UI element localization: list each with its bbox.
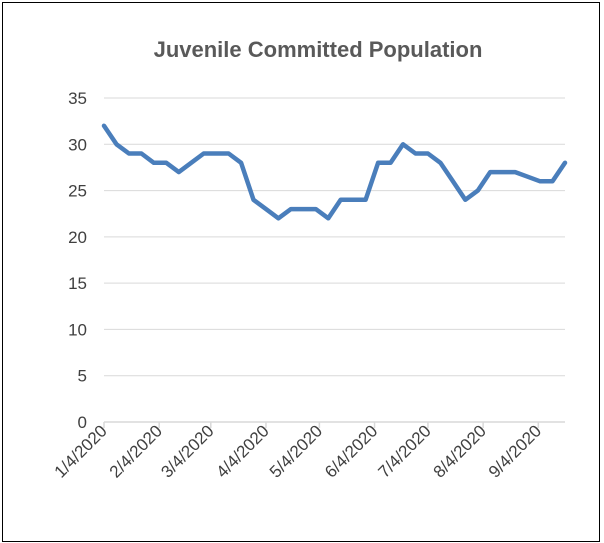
y-tick-label: 35	[68, 89, 87, 108]
x-tick-label: 3/4/2020	[157, 421, 217, 481]
gridlines	[104, 97, 565, 377]
y-tick-label: 10	[68, 320, 87, 339]
x-tick-label: 2/4/2020	[106, 421, 166, 481]
x-tick-label: 5/4/2020	[266, 421, 326, 481]
x-tick-label: 4/4/2020	[213, 421, 273, 481]
chart-title: Juvenile Committed Population	[154, 37, 483, 62]
x-tick-label: 8/4/2020	[430, 421, 490, 481]
y-tick-label: 0	[78, 413, 87, 432]
series-line	[101, 123, 568, 221]
x-tick-label: 9/4/2020	[485, 421, 545, 481]
y-tick-label: 15	[68, 274, 87, 293]
x-axis	[103, 421, 565, 428]
y-axis-labels: 0 5 10 15 20 25 30 35	[68, 89, 87, 432]
x-tick-label: 7/4/2020	[375, 421, 435, 481]
x-tick-label: 6/4/2020	[321, 421, 381, 481]
y-tick-label: 30	[68, 135, 87, 154]
y-tick-label: 25	[68, 182, 87, 201]
series-layer	[101, 123, 568, 221]
y-tick-label: 5	[78, 367, 87, 386]
line-chart: Juvenile Committed Population 0 5 10 15 20 25…	[51, 37, 568, 482]
x-axis-labels: 1/4/20202/4/20203/4/20204/4/20205/4/2020…	[51, 421, 546, 481]
y-tick-label: 20	[68, 228, 87, 247]
